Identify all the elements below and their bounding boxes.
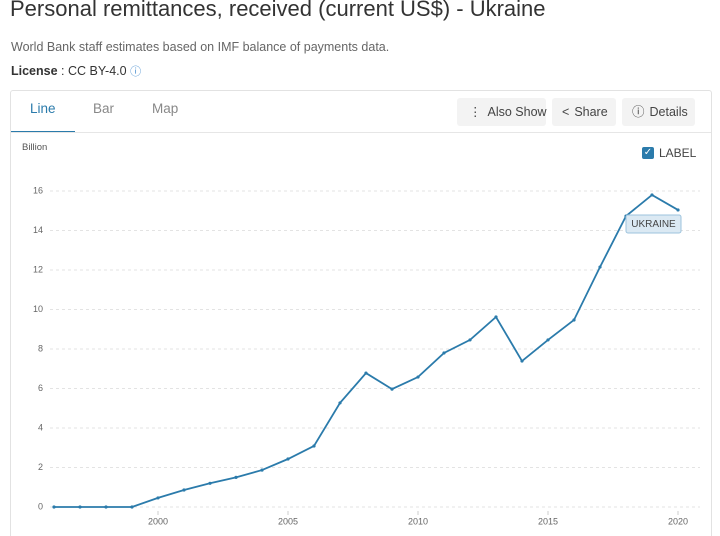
point bbox=[208, 481, 212, 485]
point bbox=[52, 505, 56, 509]
x-tick-label: 2010 bbox=[408, 516, 428, 526]
button-label: Share bbox=[574, 105, 608, 119]
point bbox=[546, 338, 550, 342]
details-button[interactable]: ⓘ Details bbox=[622, 98, 695, 126]
tab[interactable]: Map bbox=[152, 101, 179, 116]
point bbox=[260, 468, 264, 472]
point bbox=[234, 475, 238, 479]
point bbox=[182, 488, 186, 492]
button-label: Details bbox=[649, 105, 688, 119]
point bbox=[130, 505, 134, 509]
license: License : CC BY-4.0 ⓘ bbox=[11, 63, 141, 79]
point bbox=[364, 371, 368, 375]
y-tick-label: 6 bbox=[38, 383, 43, 393]
point bbox=[572, 318, 576, 322]
info-icon[interactable]: ⓘ bbox=[130, 66, 142, 78]
chart-card bbox=[10, 90, 712, 536]
y-tick-label: 8 bbox=[38, 343, 43, 353]
series-label: UKRAINE bbox=[631, 219, 676, 230]
point bbox=[468, 338, 472, 342]
button-label: Also Show bbox=[487, 105, 547, 119]
y-unit: Billion bbox=[22, 142, 48, 153]
label-checkbox[interactable]: ✓ bbox=[642, 147, 654, 159]
license-label: License bbox=[11, 64, 58, 78]
tab[interactable]: Line bbox=[30, 101, 56, 116]
point bbox=[156, 496, 160, 500]
point bbox=[312, 444, 316, 448]
y-tick-label: 4 bbox=[38, 422, 43, 432]
point bbox=[104, 505, 108, 509]
share-button[interactable]: < Share bbox=[552, 98, 616, 126]
point bbox=[338, 401, 342, 405]
point bbox=[494, 315, 498, 319]
point bbox=[286, 457, 290, 461]
x-tick-label: 2000 bbox=[148, 516, 168, 526]
x-tick-label: 2015 bbox=[538, 516, 558, 526]
subtitle: World Bank staff estimates based on IMF … bbox=[11, 40, 390, 54]
point bbox=[598, 265, 602, 269]
point bbox=[442, 351, 446, 355]
y-tick-label: 14 bbox=[33, 225, 43, 235]
point bbox=[520, 359, 524, 363]
page-title: Personal remittances, received (current … bbox=[10, 0, 546, 21]
point bbox=[78, 505, 82, 509]
y-tick-label: 16 bbox=[33, 185, 43, 195]
point bbox=[416, 375, 420, 379]
series-label-box bbox=[625, 214, 682, 234]
y-tick-label: 12 bbox=[33, 264, 43, 274]
point bbox=[390, 387, 394, 391]
y-tick-label: 10 bbox=[33, 304, 43, 314]
point bbox=[650, 193, 654, 197]
tab[interactable]: Bar bbox=[93, 101, 115, 116]
point bbox=[676, 208, 680, 212]
also-show-button[interactable]: ⋮ Also Show bbox=[457, 98, 547, 126]
x-tick-label: 2005 bbox=[278, 516, 298, 526]
label-toggle: LABEL bbox=[659, 146, 697, 160]
y-tick-label: 0 bbox=[38, 501, 43, 511]
x-tick-label: 2020 bbox=[668, 516, 688, 526]
license-value: : CC BY-4.0 bbox=[61, 64, 127, 78]
line bbox=[54, 193, 679, 508]
divider bbox=[11, 132, 711, 133]
y-tick-label: 2 bbox=[38, 462, 43, 472]
